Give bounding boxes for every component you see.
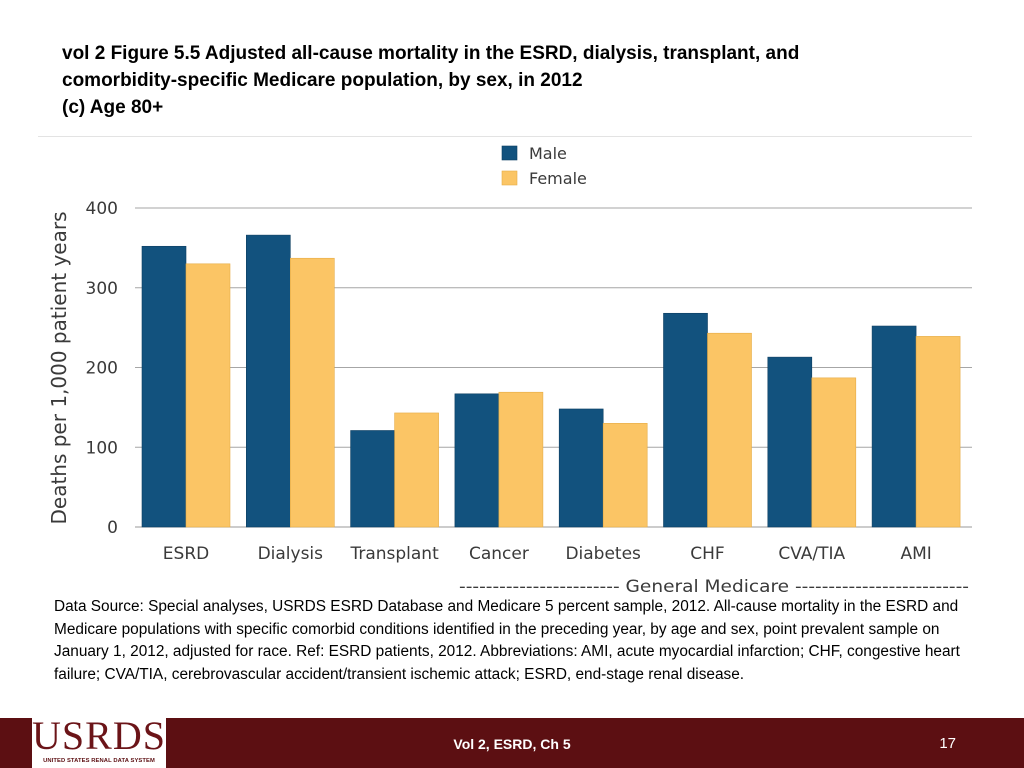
legend-swatch-male xyxy=(501,145,518,161)
x-tick-label: Cancer xyxy=(469,544,529,564)
x-tick-label: ESRD xyxy=(163,544,209,564)
y-axis-label: Deaths per 1,000 patient years xyxy=(47,211,71,524)
bar-male xyxy=(246,234,291,528)
title-divider xyxy=(38,136,972,137)
bar-female xyxy=(915,336,961,528)
y-tick-label: 0 xyxy=(107,518,118,538)
bar-chart: 0 100 200 300 400 Deaths per 1,000 patient ye… xyxy=(47,144,972,597)
bar-male xyxy=(767,356,813,528)
y-tick-label: 100 xyxy=(86,438,118,458)
title-line-2: comorbidity-specific Medicare population… xyxy=(62,70,583,91)
footer-bar xyxy=(0,718,1024,768)
title-line-1: vol 2 Figure 5.5 Adjusted all-cause mort… xyxy=(62,43,800,64)
footer-chapter-label: Vol 2, ESRD, Ch 5 xyxy=(453,736,571,752)
usrds-logo: USRDS UNITED STATES RENAL DATA SYSTEM xyxy=(32,712,166,768)
bar-male xyxy=(350,430,395,528)
page-number: 17 xyxy=(939,735,956,752)
bar-female xyxy=(185,263,231,528)
title-line-3: (c) Age 80+ xyxy=(62,97,164,118)
x-tick-label: CHF xyxy=(690,544,724,564)
figure-title: vol 2 Figure 5.5 Adjusted all-cause mort… xyxy=(62,40,962,121)
legend-label-female: Female xyxy=(529,169,587,188)
bar-male xyxy=(871,325,917,528)
logo-subtitle: UNITED STATES RENAL DATA SYSTEM xyxy=(43,758,155,764)
legend-label-male: Male xyxy=(529,144,567,163)
bar-male xyxy=(663,312,708,528)
y-tick-label: 400 xyxy=(86,199,118,219)
legend-swatch-female xyxy=(501,170,518,186)
x-tick-label: Transplant xyxy=(349,544,439,564)
logo-wordmark: USRDS xyxy=(32,713,166,758)
bar-female xyxy=(811,377,857,528)
x-tick-label: CVA/TIA xyxy=(778,544,845,564)
x-tick-label: AMI xyxy=(900,544,931,564)
group-annotation: ------------------------ General Medicar… xyxy=(459,577,969,597)
data-source-note: Data Source: Special analyses, USRDS ESR… xyxy=(54,598,960,683)
x-tick-label: Dialysis xyxy=(258,544,324,564)
bar-male xyxy=(558,408,604,528)
x-tick-label: Diabetes xyxy=(565,544,641,564)
y-tick-label: 200 xyxy=(86,359,118,379)
bar-male xyxy=(141,245,187,528)
bar-female xyxy=(498,391,544,528)
bar-female xyxy=(602,423,648,528)
y-tick-label: 300 xyxy=(86,279,118,299)
bar-female xyxy=(289,257,335,528)
bar-female xyxy=(394,412,439,528)
bar-female xyxy=(707,332,752,528)
bar-male xyxy=(454,393,500,528)
